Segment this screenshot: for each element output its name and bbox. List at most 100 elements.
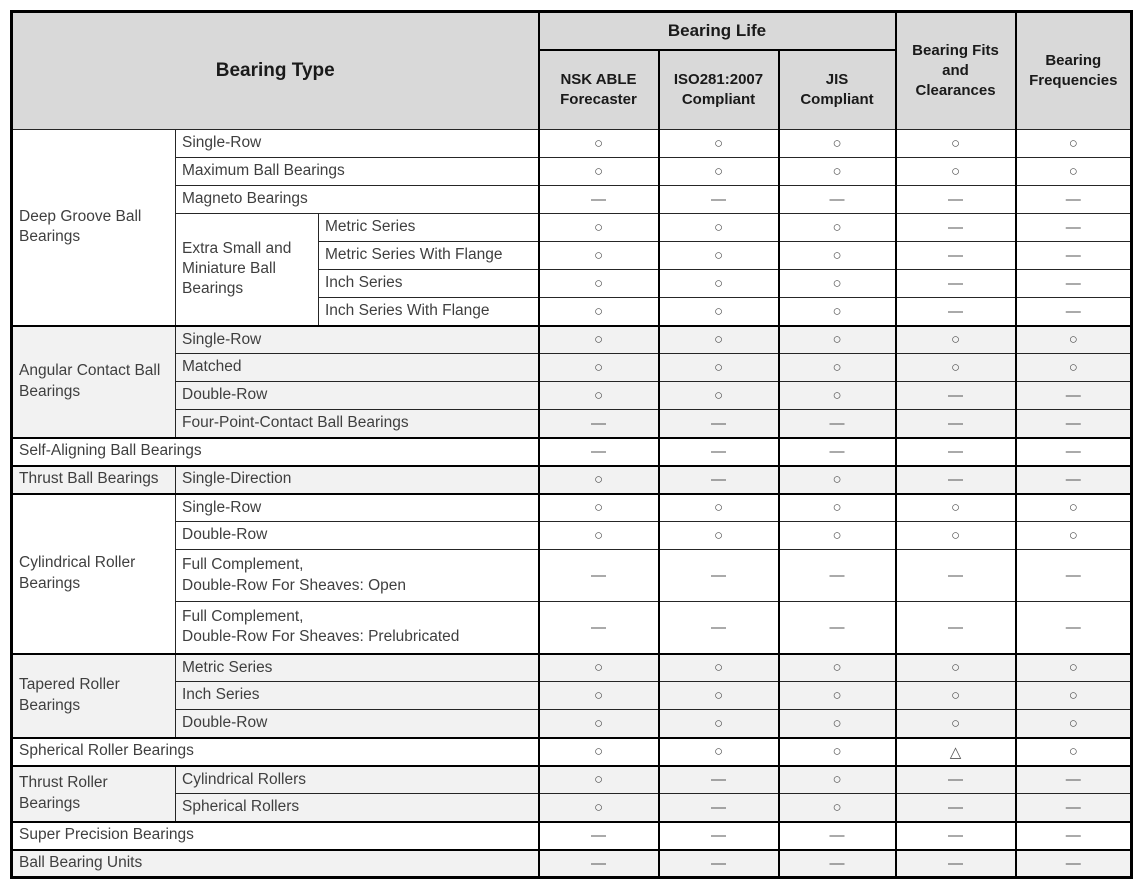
bearing-subtype-cell: Single-Row — [175, 324, 539, 354]
value-cell: — — [537, 549, 659, 602]
value-cell: — — [1014, 848, 1133, 878]
bearing-subtype-cell: Double-Row — [175, 381, 539, 410]
value-cell: ○ — [1014, 681, 1133, 710]
value-cell: — — [657, 764, 779, 794]
value-cell: ○ — [657, 129, 779, 158]
value-cell: ○ — [537, 213, 659, 242]
value-cell: — — [537, 436, 659, 466]
value-cell: ○ — [777, 241, 897, 270]
table-row: Extra Small and Miniature Ball Bearings … — [12, 213, 1133, 326]
value-cell: ○ — [537, 681, 659, 710]
column-header-iso281-compliant: ISO281:2007 Compliant — [657, 49, 779, 130]
value-cell: — — [894, 601, 1017, 654]
value-cell: ○ — [1014, 736, 1133, 766]
bearing-type-cell: Ball Bearing Units — [11, 848, 539, 878]
bearing-type-cell: Spherical Roller Bearings — [11, 736, 539, 766]
table-row: Magneto Bearings — — — — — — [12, 185, 1133, 214]
value-cell: — — [657, 820, 779, 850]
value-cell: ○ — [1014, 353, 1133, 382]
column-header-bearing-type: Bearing Type — [11, 11, 539, 130]
value-cell: — — [1014, 549, 1133, 602]
bearing-type-cell: Tapered Roller Bearings — [11, 652, 176, 738]
value-cell: ○ — [657, 492, 779, 522]
table-row: Double-Row ○ ○ ○ ○ ○ — [12, 709, 1133, 738]
bearing-subtype-cell: Spherical Rollers — [175, 793, 539, 822]
value-cell: ○ — [537, 521, 659, 550]
value-cell: ○ — [777, 269, 897, 298]
value-cell: — — [537, 185, 659, 214]
bearing-feature-table: Bearing Type Bearing Life Bearing Fits a… — [10, 10, 1134, 879]
value-cell: — — [1014, 241, 1133, 270]
value-cell: ○ — [894, 652, 1017, 682]
value-cell: ○ — [537, 297, 659, 326]
value-cell: ○ — [1014, 129, 1133, 158]
table-row: Cylindrical Roller Bearings Single-Row ○… — [11, 492, 1133, 654]
value-cell: ○ — [537, 793, 659, 822]
value-cell: ○ — [777, 681, 897, 710]
column-header-nsk-able-forecaster: NSK ABLE Forecaster — [537, 49, 659, 130]
value-cell: ○ — [777, 764, 897, 794]
bearing-subtype-cell: Full Complement, Double-Row For Sheaves:… — [175, 549, 539, 602]
value-cell: ○ — [657, 241, 779, 270]
table-row: Inch Series ○ ○ ○ ○ ○ — [12, 681, 1133, 710]
value-cell: ○ — [657, 324, 779, 354]
table-row: Ball Bearing Units — — — — — — [11, 848, 1133, 878]
bearing-subtype-cell: Single-Row — [175, 492, 539, 522]
value-cell: — — [1014, 820, 1133, 850]
value-cell: ○ — [777, 381, 897, 410]
value-cell: — — [657, 464, 779, 494]
value-cell: ○ — [1014, 324, 1133, 354]
value-cell: ○ — [777, 129, 897, 158]
value-cell: — — [1014, 436, 1133, 466]
value-cell: ○ — [1014, 709, 1133, 738]
value-cell: ○ — [657, 736, 779, 766]
value-cell: — — [777, 409, 897, 438]
value-cell: — — [1014, 464, 1133, 494]
value-cell: ○ — [537, 464, 659, 494]
value-cell: ○ — [1014, 157, 1133, 186]
value-cell: ○ — [657, 269, 779, 298]
value-cell: ○ — [894, 492, 1017, 522]
table-row: Maximum Ball Bearings ○ ○ ○ ○ ○ — [12, 157, 1133, 186]
value-cell: — — [894, 820, 1017, 850]
value-cell: — — [657, 185, 779, 214]
value-cell: ○ — [777, 213, 897, 242]
bearing-type-cell: Deep Groove Ball Bearings — [11, 129, 176, 326]
value-cell: — — [657, 848, 779, 878]
table-row: Four-Point-Contact Ball Bearings — — — —… — [12, 409, 1133, 438]
value-cell: ○ — [777, 157, 897, 186]
value-cell: ○ — [537, 157, 659, 186]
value-cell: — — [657, 601, 779, 654]
value-cell: ○ — [777, 297, 897, 326]
bearing-subtype-cell: Metric Series — [175, 652, 539, 682]
bearing-subtype-cell: Cylindrical Rollers — [175, 764, 539, 794]
value-cell: ○ — [894, 709, 1017, 738]
value-cell: — — [1014, 213, 1133, 242]
column-header-bearing-frequencies: Bearing Frequencies — [1014, 11, 1133, 130]
table-row: Spherical Rollers ○ — ○ — — — [12, 793, 1133, 822]
value-cell: ○ — [537, 241, 659, 270]
value-cell: — — [777, 549, 897, 602]
value-cell: ○ — [777, 492, 897, 522]
table-row: Matched ○ ○ ○ ○ ○ — [12, 353, 1133, 382]
bearing-subtype-cell: Extra Small and Miniature Ball Bearings — [175, 213, 319, 326]
bearing-type-cell: Cylindrical Roller Bearings — [11, 492, 176, 654]
value-cell: ○ — [657, 297, 779, 326]
value-cell: — — [1014, 185, 1133, 214]
value-cell: — — [1014, 764, 1133, 794]
value-cell: ○ — [777, 709, 897, 738]
value-cell: ○ — [537, 764, 659, 794]
bearing-type-cell: Thrust Roller Bearings — [11, 764, 176, 822]
table-row: Spherical Roller Bearings ○ ○ ○ △ ○ — [11, 736, 1133, 766]
table-row: Inch Series ○ ○ ○ — — — [12, 269, 1133, 298]
bearing-type-cell: Angular Contact Ball Bearings — [11, 324, 176, 438]
value-cell: ○ — [537, 353, 659, 382]
value-cell: — — [777, 848, 897, 878]
value-cell: — — [1014, 297, 1133, 326]
column-header-jis-compliant: JIS Compliant — [777, 49, 897, 130]
table-row: Full Complement, Double-Row For Sheaves:… — [12, 549, 1133, 602]
value-cell: ○ — [777, 793, 897, 822]
value-cell: ○ — [657, 381, 779, 410]
table-row: Double-Row ○ ○ ○ ○ ○ — [12, 521, 1133, 550]
value-cell: ○ — [777, 324, 897, 354]
